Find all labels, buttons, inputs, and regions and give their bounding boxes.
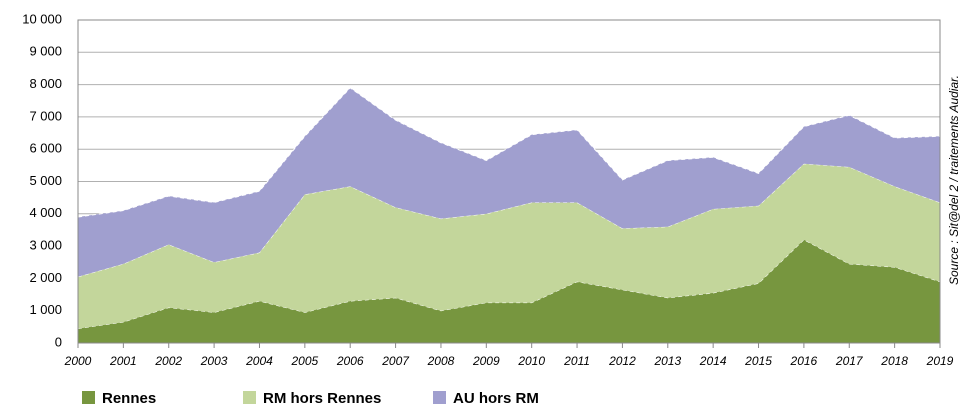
y-tick-label: 5 000: [29, 173, 62, 188]
x-tick-label: 2014: [699, 354, 727, 368]
y-tick-label: 3 000: [29, 238, 62, 253]
x-tick-label: 2001: [109, 354, 137, 368]
y-tick-label: 8 000: [29, 76, 62, 91]
y-tick-label: 1 000: [29, 302, 62, 317]
x-tick-label: 2017: [835, 354, 864, 368]
x-tick-label: 2013: [653, 354, 681, 368]
x-tick-label: 2018: [880, 354, 908, 368]
y-tick-label: 7 000: [29, 108, 62, 123]
area: [78, 163, 940, 329]
x-tick-label: 2007: [381, 354, 410, 368]
x-tick-label: 2004: [245, 354, 273, 368]
source-note: Source : Sit@del 2 / traitements Audiar.: [947, 75, 961, 285]
x-tick-label: 2005: [290, 354, 318, 368]
x-tick-label: 2002: [154, 354, 182, 368]
x-tick-label: 2011: [563, 354, 590, 368]
area-edge: [77, 239, 941, 329]
y-tick-label: 0: [55, 334, 62, 349]
x-tick-label: 2010: [517, 354, 545, 368]
legend-label: AU hors RM: [453, 390, 539, 405]
x-tick-label: 2006: [336, 354, 364, 368]
plot-border: [77, 19, 941, 344]
legend-swatch: [82, 391, 95, 404]
y-tick-label: 4 000: [29, 205, 62, 220]
y-tick-label: 2 000: [29, 270, 62, 285]
x-tick-label: 2008: [427, 354, 455, 368]
x-tick-label: 2000: [64, 354, 92, 368]
y-tick-label: 6 000: [29, 141, 62, 156]
area-edge: [77, 87, 941, 218]
area: [78, 239, 940, 343]
area: [78, 87, 940, 277]
legend-label: RM hors Rennes: [263, 390, 381, 405]
x-tick-label: 2009: [472, 354, 500, 368]
x-tick-label: 2016: [790, 354, 818, 368]
x-tick-label: 2015: [744, 354, 772, 368]
legend-label: Rennes: [102, 390, 156, 405]
x-tick-label: 2003: [200, 354, 228, 368]
x-tick-label: 2019: [926, 354, 954, 368]
y-tick-label: 9 000: [29, 44, 62, 59]
x-tick-label: 2012: [608, 354, 636, 368]
legend-swatch: [433, 391, 446, 404]
legend-swatch: [243, 391, 256, 404]
y-tick-label: 10 000: [22, 11, 62, 26]
